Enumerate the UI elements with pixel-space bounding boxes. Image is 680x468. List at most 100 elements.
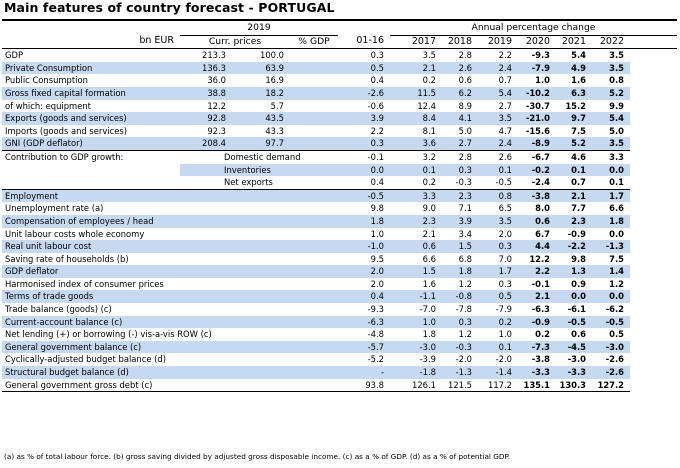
value-cell: -5.2 (367, 354, 384, 365)
pct-gdp-cell: 16.9 (265, 75, 284, 86)
value-cell: 1.2 (458, 329, 472, 340)
value-cell: 135.1 (523, 379, 551, 390)
row-label: Exports (goods and services) (5, 113, 127, 124)
value-cell: 9.7 (571, 113, 586, 124)
row-label: GNI (GDP deflator) (5, 138, 83, 149)
value-cell: 1.5 (458, 241, 472, 252)
value-cell: -1.3 (605, 241, 624, 252)
value-cell: -0.2 (531, 164, 550, 175)
value-cell: -2.0 (495, 354, 512, 365)
value-cell: 0.5 (370, 62, 384, 73)
value-cell: 3.5 (609, 50, 624, 61)
footnote: (a) as % of total labour force. (b) gros… (4, 452, 511, 461)
value-cell: 0.6 (458, 75, 472, 86)
col-2017: 2017 (411, 35, 436, 47)
value-cell: 5.4 (609, 113, 624, 124)
table-row: Net lending (+) or borrowing (-) vis-a-v… (2, 328, 677, 341)
table-row: Real unit labour cost -1.0 0.6 1.5 0.3 4.4 -2.… (2, 240, 677, 253)
table-row: Net exports 0.4 0.2 -0.3 -0.5 -2.4 0.7 0.1 (2, 176, 677, 190)
value-cell: 2.7 (458, 138, 472, 149)
value-cell: 7.5 (571, 125, 586, 136)
value-cell: 0.9 (571, 278, 586, 289)
value-cell: 2.4 (498, 62, 512, 73)
value-cell: -0.5 (567, 316, 586, 327)
value-cell: -0.9 (567, 228, 586, 239)
table-row: Private Consumption 136.3 63.9 0.5 2.1 2.6 2.4… (2, 61, 677, 75)
value-cell: 126.1 (412, 379, 436, 390)
value-cell: 12.2 (529, 253, 550, 264)
value-cell: -3.3 (567, 367, 586, 378)
row-label: Unemployment rate (a) (5, 203, 104, 214)
value-cell: 6.5 (498, 203, 512, 214)
value-cell: -0.5 (495, 177, 512, 188)
value-cell: 2.8 (458, 50, 472, 61)
forecast-table: 2019 Annual percentage change bn EUR Cur… (2, 22, 677, 393)
value-cell: -6.7 (531, 151, 550, 162)
value-cell: -3.0 (567, 354, 586, 365)
value-cell: 8.9 (458, 100, 472, 111)
pct-gdp-cell: 18.2 (265, 87, 284, 98)
value-cell: 6.7 (535, 228, 550, 239)
value-cell: 9.9 (609, 100, 624, 111)
value-cell: 0.2 (535, 329, 550, 340)
value-cell: -0.8 (455, 291, 472, 302)
value-cell: -9.3 (367, 304, 384, 315)
value-cell: 1.8 (370, 215, 384, 226)
value-cell: 15.2 (565, 100, 586, 111)
value-cell: -10.2 (525, 87, 550, 98)
table-row: GDP deflator 2.0 1.5 1.8 1.7 2.2 1.3 1.4 (2, 265, 677, 278)
value-cell: -6.1 (567, 304, 586, 315)
value-cell: 1.0 (370, 228, 384, 239)
row-label: Unit labour costs whole economy (5, 228, 145, 239)
value-cell: 2.3 (571, 215, 586, 226)
pct-gdp-cell: 5.7 (270, 100, 284, 111)
value-cell: 9.5 (370, 253, 384, 264)
value-cell: 0.2 (422, 177, 436, 188)
value-cell: 121.5 (448, 379, 472, 390)
value-cell: 9.8 (571, 253, 586, 264)
row-label: Terms of trade goods (5, 291, 94, 302)
value-cell: 3.2 (422, 151, 436, 162)
value-cell: 3.9 (458, 215, 472, 226)
value-cell: -0.1 (531, 278, 550, 289)
value-cell: 9.0 (422, 203, 436, 214)
row-label: Net lending (+) or borrowing (-) vis-a-v… (5, 329, 212, 340)
value-cell: 1.6 (571, 75, 586, 86)
col-01-16: 01-16 (356, 35, 384, 47)
value-cell: 7.7 (571, 203, 586, 214)
col-2021: 2021 (561, 35, 586, 47)
value-cell: 1.3 (571, 266, 586, 277)
value-cell: 4.1 (458, 113, 472, 124)
row-label: Trade balance (goods) (c) (5, 304, 112, 315)
curr-prices-cell: 36.0 (207, 75, 226, 86)
curr-prices-cell: 136.3 (202, 62, 226, 73)
value-cell: 5.2 (571, 138, 586, 149)
row-label: Cyclically-adjusted budget balance (d) (5, 354, 166, 365)
row-label: General government balance (c) (5, 341, 142, 352)
value-cell: 1.7 (498, 266, 512, 277)
pct-gdp-cell: 43.3 (265, 125, 284, 136)
value-cell: 0.6 (422, 241, 436, 252)
value-cell: -9.3 (531, 50, 550, 61)
value-cell: 2.3 (422, 215, 436, 226)
value-cell: 2.8 (458, 151, 472, 162)
table-row: GDP 213.3 100.0 0.3 3.5 2.8 2.2 -9.3 5.4 3.5 (2, 49, 677, 62)
value-cell: -0.9 (531, 316, 550, 327)
value-cell: 5.0 (609, 125, 624, 136)
value-cell: 2.1 (422, 228, 436, 239)
value-cell: 117.2 (488, 379, 512, 390)
value-cell: 12.4 (417, 100, 436, 111)
value-cell: 2.4 (498, 138, 512, 149)
value-cell: -0.1 (367, 151, 384, 162)
value-cell: 3.5 (498, 215, 512, 226)
value-cell: -30.7 (525, 100, 550, 111)
value-cell: -3.8 (531, 354, 550, 365)
table-row: General government balance (c) -5.7 -3.0 -0… (2, 340, 677, 354)
value-cell: 0.3 (458, 316, 472, 327)
value-cell: 1.0 (498, 329, 512, 340)
value-cell: - (380, 367, 384, 378)
year-group-label: 2019 (247, 22, 271, 33)
value-cell: 4.7 (498, 125, 512, 136)
value-cell: -5.7 (367, 341, 384, 352)
value-cell: 8.1 (422, 125, 436, 136)
